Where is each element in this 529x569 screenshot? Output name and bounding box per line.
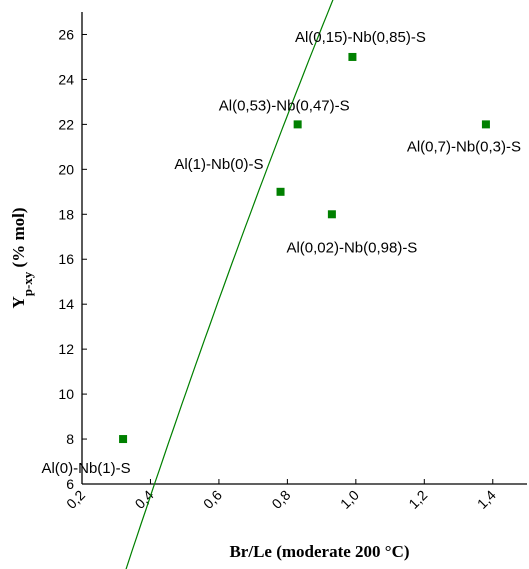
y-tick-label: 8	[66, 431, 74, 447]
point-label: Al(0,02)-Nb(0,98)-S	[286, 239, 417, 256]
y-tick-label: 18	[58, 206, 74, 222]
data-points	[119, 52, 490, 444]
data-point	[276, 187, 285, 196]
data-point	[348, 52, 357, 61]
point-label: Al(0,15)-Nb(0,85)-S	[295, 29, 426, 46]
y-tick-label: 14	[58, 296, 74, 312]
x-tick-label: 0,6	[200, 487, 225, 512]
y-axis-title-unit: (% mol)	[9, 207, 28, 271]
y-tick-label: 22	[58, 116, 74, 132]
y-tick-label: 20	[58, 161, 74, 177]
x-tick-label: 1,2	[405, 487, 430, 512]
y-axis-title: Yp-xy (% mol)	[9, 207, 35, 308]
y-tick-label: 12	[58, 341, 74, 357]
data-point	[293, 120, 302, 129]
x-tick-label: 1,0	[337, 487, 362, 512]
x-tick-label: 1,4	[474, 487, 499, 512]
y-tick-label: 10	[58, 386, 74, 402]
fit-curve	[125, 0, 334, 569]
y-tick-label: 26	[58, 26, 74, 42]
x-tick-label: 0,8	[268, 487, 293, 512]
point-label: Al(0,53)-Nb(0,47)-S	[219, 97, 350, 114]
point-label: Al(0)-Nb(1)-S	[41, 460, 130, 477]
y-tick-label: 6	[66, 476, 74, 492]
data-point	[327, 210, 336, 219]
y-tick-label: 24	[58, 71, 74, 87]
y-axis-title-main: Y	[9, 296, 28, 308]
y-axis-title-sub: p-xy	[20, 271, 35, 296]
data-point	[481, 120, 490, 129]
data-point	[119, 435, 128, 444]
x-axis-title: Br/Le (moderate 200 °C)	[229, 542, 409, 561]
point-label: Al(0,7)-Nb(0,3)-S	[407, 138, 521, 155]
point-label: Al(1)-Nb(0)-S	[174, 156, 263, 173]
y-tick-label: 16	[58, 251, 74, 267]
axes	[81, 12, 527, 485]
point-labels: Al(0)-Nb(1)-S Al(1)-Nb(0)-S Al(0,53)-Nb(0,…	[41, 29, 521, 477]
